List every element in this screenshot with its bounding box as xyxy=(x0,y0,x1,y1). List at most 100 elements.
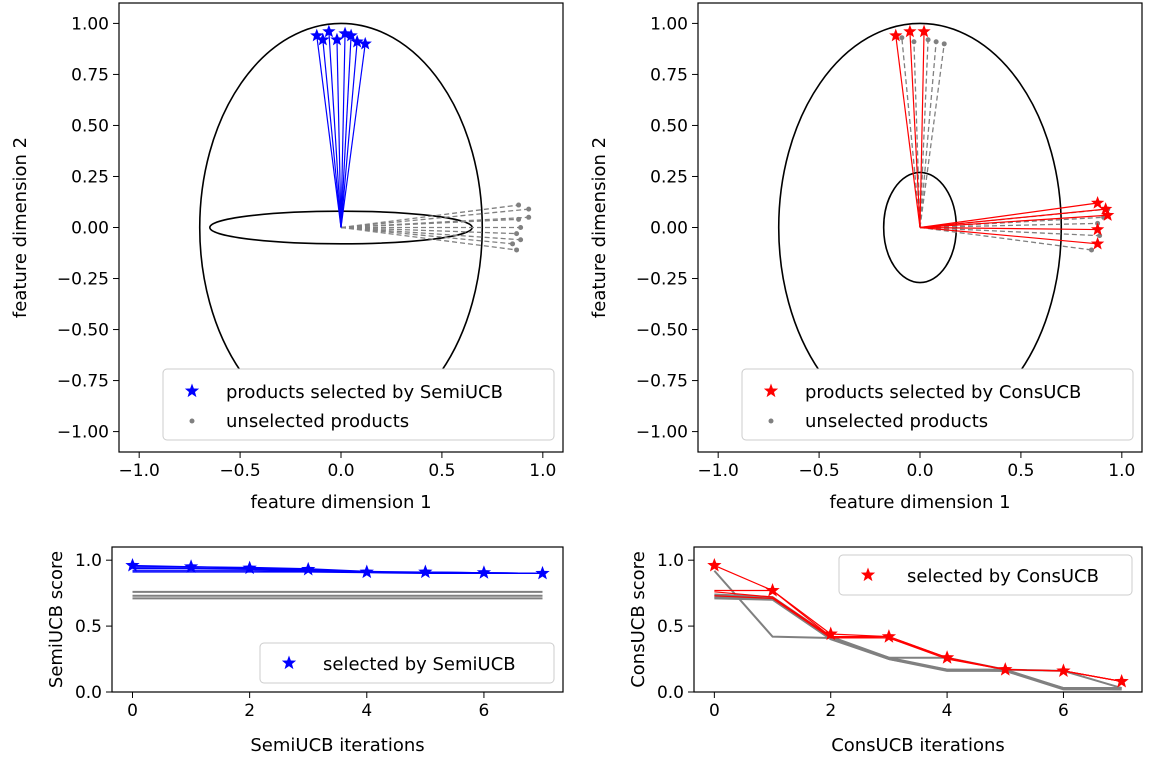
unselected-ray xyxy=(340,226,517,235)
selected-star xyxy=(476,565,492,579)
y-tick-label: 0.50 xyxy=(71,116,109,136)
unselected-ray xyxy=(901,37,921,228)
selected-ray xyxy=(919,208,1106,229)
selected-star xyxy=(1090,196,1105,209)
unselected-ray xyxy=(340,216,529,229)
chart-4: 0 2 4 6 0.0 0.5 1.0 ConsUCB iterations ConsUCB s… xyxy=(628,546,1143,756)
axes-frame xyxy=(693,546,1143,693)
selected-star xyxy=(917,24,931,38)
selected-star xyxy=(183,559,199,573)
legend-label: products selected by SemiUCB xyxy=(226,382,503,403)
legend-label: unselected products xyxy=(226,411,409,432)
selected-ray xyxy=(919,226,1098,231)
plot-area xyxy=(707,557,1129,691)
x-tick-label: 0.5 xyxy=(1007,461,1034,481)
legend: products selected by ConsUCB unselected p… xyxy=(741,368,1134,441)
unselected-ray xyxy=(919,222,1098,229)
selected-star xyxy=(301,561,316,576)
selected-ray xyxy=(316,35,342,228)
y-tick-label: 0.25 xyxy=(71,167,109,187)
x-axis-label: feature dimension 1 xyxy=(250,492,431,513)
unselected-ray xyxy=(340,226,521,241)
selected-star xyxy=(1101,208,1115,221)
unselected-point xyxy=(510,241,516,247)
selected-star xyxy=(125,557,140,572)
y-tick-label: −1.00 xyxy=(636,423,688,443)
selected-star xyxy=(350,34,364,48)
selected-ray xyxy=(340,33,346,228)
legend-box xyxy=(741,368,1134,441)
x-axis-label: feature dimension 1 xyxy=(829,492,1010,513)
x-tick-label: 2 xyxy=(244,701,255,721)
x-tick-label: 4 xyxy=(942,701,953,721)
unselected-point xyxy=(526,206,532,212)
unselected-point xyxy=(514,247,520,253)
selected-line xyxy=(132,571,543,574)
y-axis-label: feature dimension 2 xyxy=(589,137,610,318)
chart-2: −1.0 −0.5 0.0 0.5 1.0 1.00 0.75 0.50 0.25 0.00 −0.… xyxy=(589,2,1143,513)
y-axis-label: feature dimension 2 xyxy=(10,137,31,318)
legend-label: unselected products xyxy=(805,411,988,432)
y-tick-label: −0.25 xyxy=(57,270,109,290)
x-tick-label: 0 xyxy=(127,701,138,721)
selected-ray xyxy=(919,202,1098,229)
unselected-line xyxy=(714,597,1122,691)
x-tick-label: 6 xyxy=(479,701,490,721)
legend-star-icon xyxy=(184,383,200,398)
selected-star xyxy=(310,28,324,42)
x-tick-label: 2 xyxy=(825,701,836,721)
unselected-point xyxy=(516,202,522,208)
legend: products selected by SemiUCB unselected p… xyxy=(162,368,555,441)
y-tick-label: 0.00 xyxy=(650,219,688,239)
selected-star xyxy=(823,626,838,641)
unselected-point xyxy=(514,231,520,237)
y-tick-label: 0.5 xyxy=(75,617,102,637)
legend-dot-icon xyxy=(189,418,195,424)
selected-star xyxy=(358,36,372,50)
selected-star xyxy=(359,564,374,579)
legend-dot-icon xyxy=(768,418,774,424)
selected-ray xyxy=(919,214,1108,229)
x-tick-label: −1.0 xyxy=(698,461,739,481)
unselected-ray xyxy=(919,216,1104,229)
x-tick-label: −1.0 xyxy=(119,461,160,481)
unselected-ray xyxy=(919,43,945,228)
x-axis-label: ConsUCB iterations xyxy=(831,735,1005,756)
unselected-ray xyxy=(340,226,513,245)
unselected-point xyxy=(516,216,522,222)
y-tick-label: 0.00 xyxy=(71,219,109,239)
unselected-point xyxy=(911,39,917,45)
x-tick-label: 4 xyxy=(361,701,372,721)
y-axis-label: ConsUCB score xyxy=(628,551,649,688)
y-tick-label: −0.50 xyxy=(57,321,109,341)
y-tick-label: −0.75 xyxy=(57,372,109,392)
selected-star xyxy=(707,557,722,572)
selected-star xyxy=(242,560,257,575)
y-tick-label: 1.00 xyxy=(650,14,688,34)
legend-star-icon xyxy=(763,383,779,398)
unselected-point xyxy=(526,214,532,220)
unselected-point xyxy=(1089,247,1095,253)
selected-ray xyxy=(340,43,366,228)
y-tick-label: 1.00 xyxy=(71,14,109,34)
selected-ray xyxy=(919,226,1098,245)
plot-area xyxy=(777,22,1115,433)
unselected-ray xyxy=(919,226,1092,251)
y-tick-label: −0.50 xyxy=(636,321,688,341)
selected-line xyxy=(714,595,1122,683)
selected-star xyxy=(998,662,1013,676)
x-tick-label: 0 xyxy=(709,701,720,721)
unselected-point xyxy=(925,37,931,43)
unselected-ray xyxy=(340,204,519,229)
selected-star xyxy=(330,32,344,46)
x-tick-label: 0.0 xyxy=(906,461,933,481)
y-tick-label: 0.75 xyxy=(650,65,688,85)
unselected-ray xyxy=(340,218,519,229)
unselected-point xyxy=(941,41,947,47)
selected-star xyxy=(889,28,903,42)
x-tick-label: 1.0 xyxy=(1108,461,1135,481)
selected-ray xyxy=(919,31,925,228)
selected-star xyxy=(765,583,780,597)
y-tick-label: 0.50 xyxy=(650,116,688,136)
